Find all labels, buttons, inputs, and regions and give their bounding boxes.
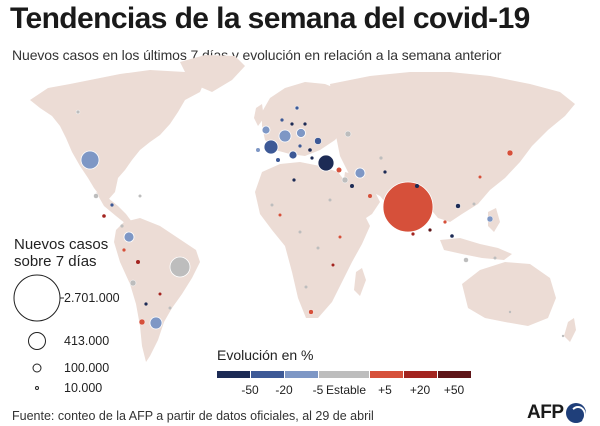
land-uk [254,104,264,126]
color-legend-tick-plus5: +5 [378,383,392,397]
bubble-colombia [123,231,135,243]
bubble-india [382,181,434,233]
bubble-iraq [341,176,349,184]
bubble-ucrania [314,137,322,145]
land-philippines [488,208,500,232]
bubble-filipinas [486,215,494,223]
bubble-canada [75,109,81,115]
bubble-italia [288,150,298,160]
land-indonesia [440,238,512,260]
bubble-brasil [169,256,191,278]
bubble-sweden [294,105,300,111]
land-central-america [96,192,132,224]
size-legend-label-413000: 413.000 [64,334,110,348]
bubble-tailandia [455,203,461,209]
land-africa [255,162,370,318]
land-masses [30,55,576,362]
color-swatch-4 [319,371,369,378]
color-swatch-7 [438,371,471,378]
page-title: Tendencias de la semana del covid-19 [10,2,530,35]
color-swatch-3 [285,371,318,378]
case-bubbles [75,105,565,338]
bubble-polonia [296,128,306,138]
color-legend-tick-estable: Estable [325,383,367,397]
afp-logo: AFP [527,402,586,424]
land-madagascar [354,268,366,296]
size-legend-circle-413000 [28,332,46,350]
land-new-zealand [564,318,576,342]
land-greenland [180,55,245,92]
bubble-chile [138,318,146,326]
afp-globe-icon [565,403,586,424]
color-swatch-6 [404,371,437,378]
land-australia [462,262,556,326]
color-legend-tick-minus20: -20 [275,383,293,397]
size-legend-circles [13,274,64,390]
size-legend-title-line1: Nuevos casos [14,236,109,253]
color-legend-tick-minus50: -50 [241,383,259,397]
color-legend-tick-plus20: +20 [409,383,431,397]
bubble-usa [80,150,100,170]
bubble-iran [354,167,366,179]
bubble-reino-unido [261,125,271,135]
land-south-america [114,218,200,362]
bubble-mexico [93,193,99,199]
color-legend-title: Evolución en % [217,347,314,363]
size-legend-circle-100000 [32,363,42,373]
size-legend-label-10000: 10.000 [64,381,103,395]
bubble-argentina [149,316,163,330]
page-subtitle: Nuevos casos en los últimos 7 días y evo… [12,47,502,63]
bubble-peru [129,279,137,287]
color-legend-tick-minus5: -5 [312,383,324,397]
color-swatch-2 [251,371,284,378]
size-legend-title: Nuevos casos sobre 7 días [14,236,108,270]
land-japan [506,132,522,166]
afp-logo-text: AFP [527,402,564,423]
bubble-alemania [278,129,292,143]
land-north-america [30,70,205,200]
color-legend-scale [217,371,471,378]
source-note: Fuente: conteo de la AFP a partir de dat… [12,409,374,423]
size-legend-title-line2: sobre 7 días [14,253,97,270]
bubble-francia [263,139,279,155]
bubble-rusia [344,130,352,138]
bubble-japon [506,149,514,157]
size-legend-circle-10000 [35,386,39,390]
bubble-indonesia [463,257,469,263]
color-legend-tick-plus50: +50 [443,383,465,397]
bubble-sudafrica [308,309,314,315]
size-legend-circle-2701000 [13,274,61,322]
color-swatch-5 [370,371,403,378]
bubble-turquia [317,154,335,172]
color-swatch-1 [217,371,250,378]
size-legend-label-100000: 100.000 [64,361,110,375]
size-legend-label-2701000: 2.701.000 [64,291,120,305]
